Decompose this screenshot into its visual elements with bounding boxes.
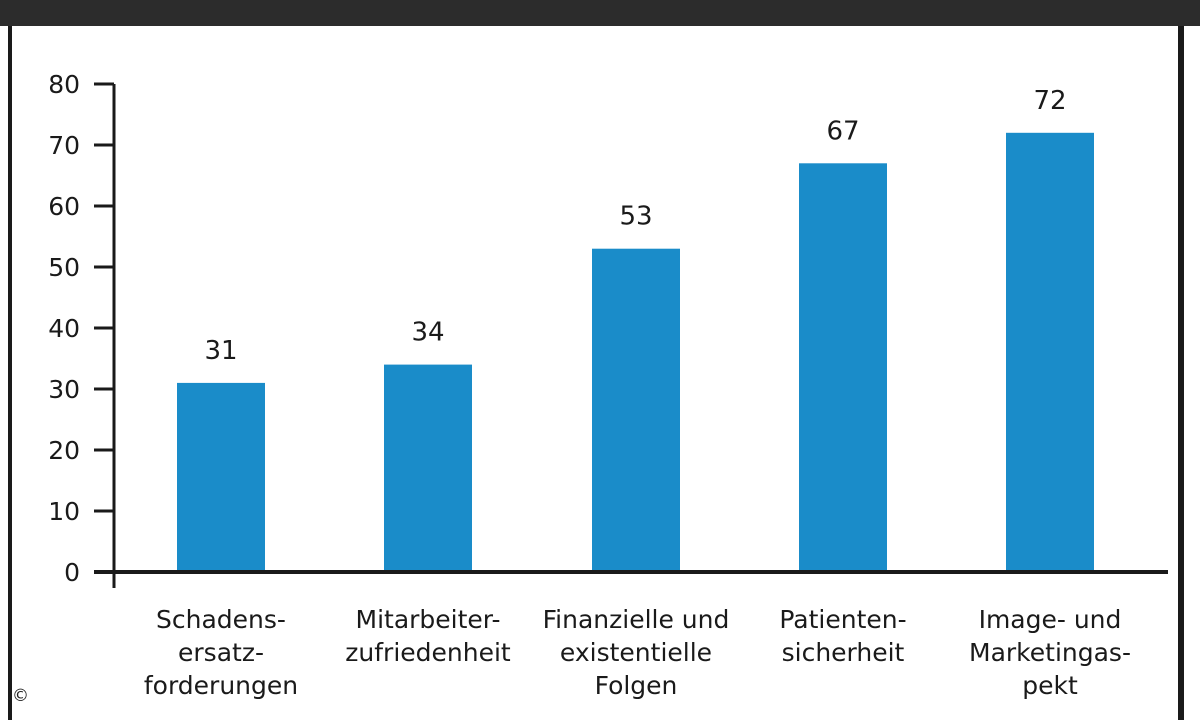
y-tick-label: 30 — [48, 375, 80, 404]
y-tick-label: 50 — [48, 253, 80, 282]
category-label: Folgen — [595, 671, 678, 700]
category-label: existentielle — [560, 638, 712, 667]
category-label: Image- und — [979, 605, 1122, 634]
category-label: Mitarbeiter- — [356, 605, 501, 634]
y-tick-label: 70 — [48, 131, 80, 160]
bar — [799, 163, 887, 573]
category-label: Patienten- — [779, 605, 906, 634]
bar-value-label: 72 — [1033, 86, 1066, 116]
bar — [592, 248, 680, 572]
category-label: Finanzielle und — [543, 605, 730, 634]
y-tick-label: 10 — [48, 497, 80, 526]
y-tick-label: 0 — [64, 558, 80, 587]
bar-value-label: 31 — [204, 336, 237, 366]
category-label: Schadens- — [156, 605, 286, 634]
y-tick-label: 60 — [48, 192, 80, 221]
category-label: Marketingas- — [969, 638, 1131, 667]
bar-value-label: 53 — [619, 202, 652, 232]
category-label: pekt — [1022, 671, 1078, 700]
y-tick-label: 40 — [48, 314, 80, 343]
bar — [177, 382, 265, 572]
bar — [1006, 132, 1094, 573]
category-label: forderungen — [144, 671, 298, 700]
category-label: zufriedenheit — [345, 638, 511, 667]
y-tick-label: 80 — [48, 70, 80, 99]
y-tick-label: 20 — [48, 436, 80, 465]
copyright-icon: © — [12, 686, 29, 706]
chart-frame — [8, 26, 1184, 720]
category-label: ersatz- — [178, 638, 264, 667]
bar-value-label: 34 — [411, 318, 444, 348]
bar — [384, 364, 472, 572]
top-header-band — [0, 0, 1200, 26]
bar-value-label: 67 — [826, 116, 859, 146]
category-label: sicherheit — [782, 638, 905, 667]
